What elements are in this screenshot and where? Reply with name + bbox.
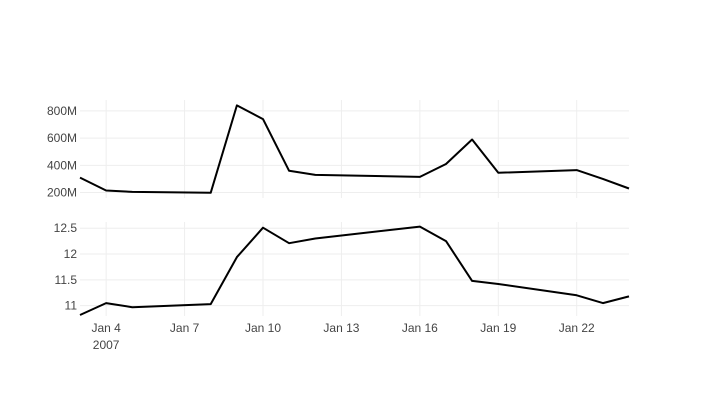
price-y-tick-label: 12.5 <box>54 221 78 235</box>
volume-panel: 200M 400M 600M 800M <box>47 100 630 200</box>
x-tick-label: Jan 13 <box>323 321 359 335</box>
x-tick-label: Jan 10 <box>245 321 281 335</box>
x-tick-label: Jan 19 <box>480 321 516 335</box>
x-axis: Jan 4 2007 Jan 7 Jan 10 Jan 13 Jan 16 Jan 19 Ja… <box>91 321 595 352</box>
x-tick-label: Jan 4 <box>91 321 121 335</box>
price-y-tick-label: 12 <box>64 247 78 261</box>
price-series-line <box>79 225 630 316</box>
volume-y-tick-label: 800M <box>47 104 77 118</box>
price-y-tick-label: 11.5 <box>55 273 78 287</box>
volume-y-tick-label: 200M <box>47 186 77 200</box>
x-tick-label: Jan 7 <box>170 321 200 335</box>
volume-series-line <box>79 104 630 194</box>
price-panel: 11 11.5 12 12.5 <box>54 221 630 316</box>
x-tick-label: Jan 16 <box>402 321 438 335</box>
volume-y-tick-label: 400M <box>47 158 77 172</box>
x-tick-label: Jan 22 <box>559 321 595 335</box>
x-tick-year-label: 2007 <box>93 338 120 352</box>
volume-y-tick-label: 600M <box>47 131 77 145</box>
price-y-tick-label: 11 <box>65 299 78 313</box>
